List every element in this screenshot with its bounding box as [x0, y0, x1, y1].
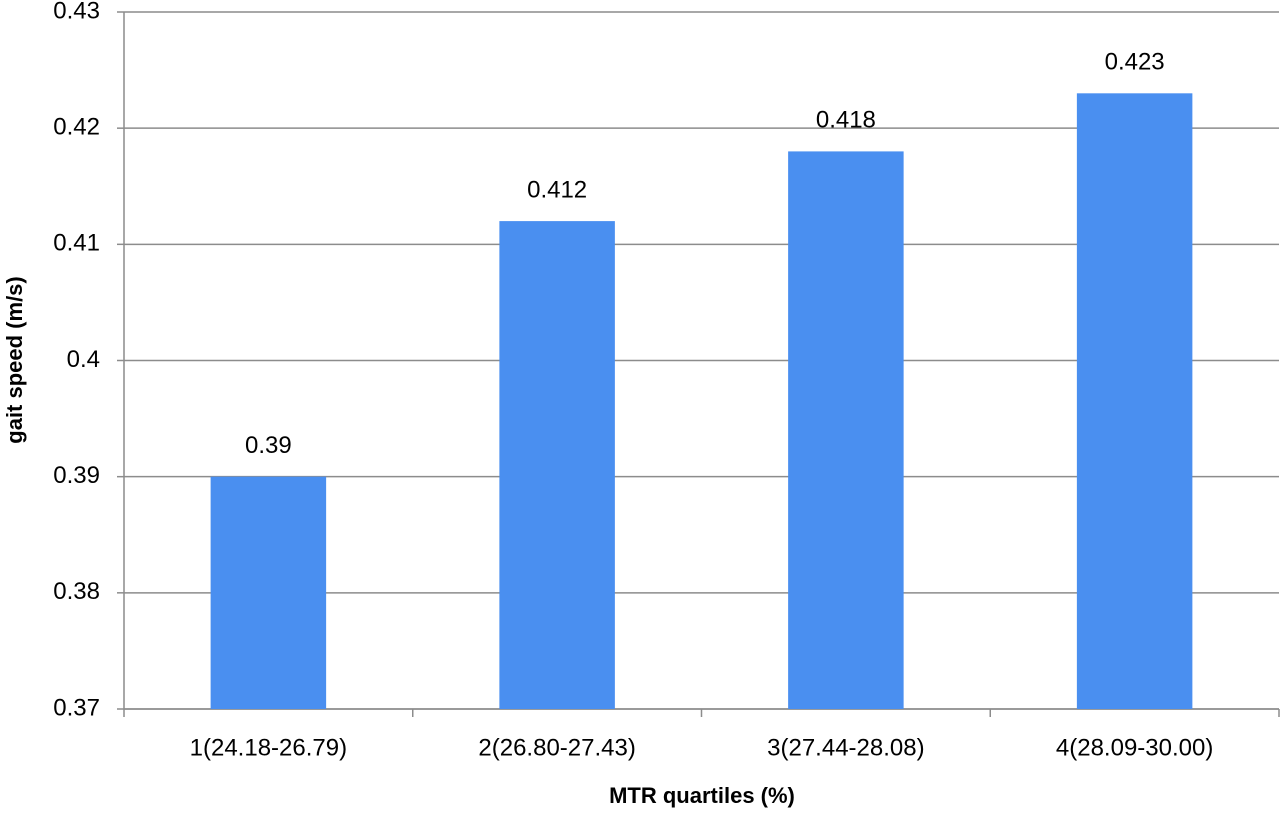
- bar: [788, 151, 904, 709]
- y-tick-label: 0.39: [53, 462, 100, 489]
- y-tick-label: 0.43: [53, 0, 100, 24]
- value-label: 0.423: [1105, 49, 1165, 76]
- y-axis-label: gait speed (m/s): [2, 276, 27, 443]
- value-label: 0.418: [816, 107, 876, 134]
- y-tick-label: 0.37: [53, 694, 100, 721]
- y-tick-label: 0.38: [53, 578, 100, 605]
- y-tick-label: 0.41: [53, 230, 100, 257]
- bar: [499, 221, 615, 709]
- x-tick-label: 3(27.44-28.08): [767, 734, 924, 761]
- x-axis-label: MTR quartiles (%): [609, 783, 795, 808]
- y-tick-label: 0.42: [53, 114, 100, 141]
- value-label: 0.412: [527, 176, 587, 203]
- x-tick-label: 4(28.09-30.00): [1056, 734, 1213, 761]
- bar: [210, 476, 327, 709]
- x-tick-label: 1(24.18-26.79): [190, 734, 347, 761]
- x-tick-label: 2(26.80-27.43): [478, 734, 635, 761]
- value-label: 0.39: [245, 432, 292, 459]
- y-tick-label: 0.4: [67, 346, 100, 373]
- bar: [1076, 93, 1193, 710]
